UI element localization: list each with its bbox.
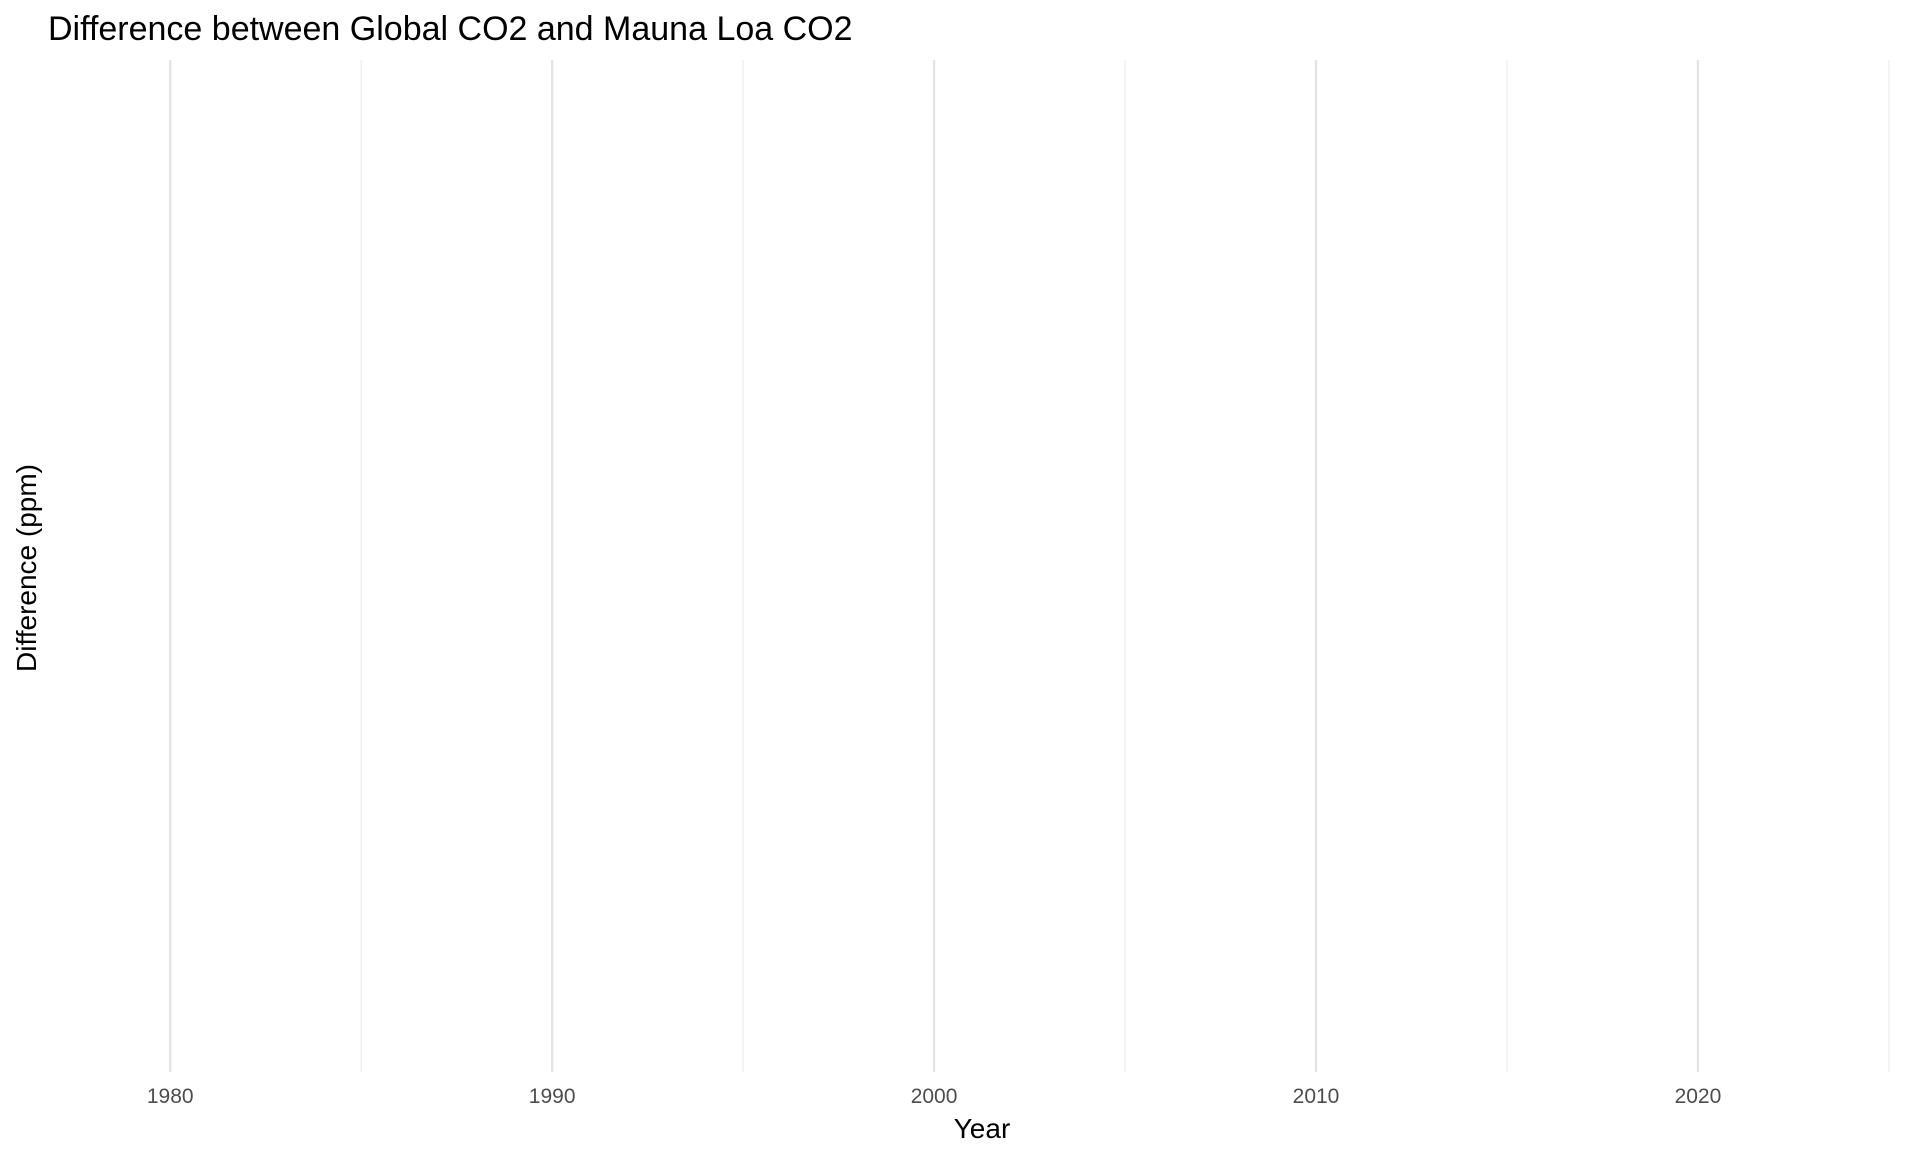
x-tick-label: 1990	[529, 1085, 576, 1108]
x-axis-tick-labels: 1980 1990 2000 2010 2020	[147, 1085, 1721, 1108]
x-tick-label: 2020	[1675, 1085, 1722, 1108]
x-tick-label: 1980	[147, 1085, 194, 1108]
chart-title: Difference between Global CO2 and Mauna …	[48, 10, 853, 48]
y-axis-label: Difference (ppm)	[11, 464, 42, 672]
plot-panel	[169, 60, 1890, 1072]
x-axis-label: Year	[954, 1113, 1011, 1144]
minor-gridlines	[360, 60, 1890, 1072]
x-tick-label: 2010	[1293, 1085, 1340, 1108]
major-gridlines	[169, 60, 1700, 1072]
x-tick-label: 2000	[911, 1085, 958, 1108]
